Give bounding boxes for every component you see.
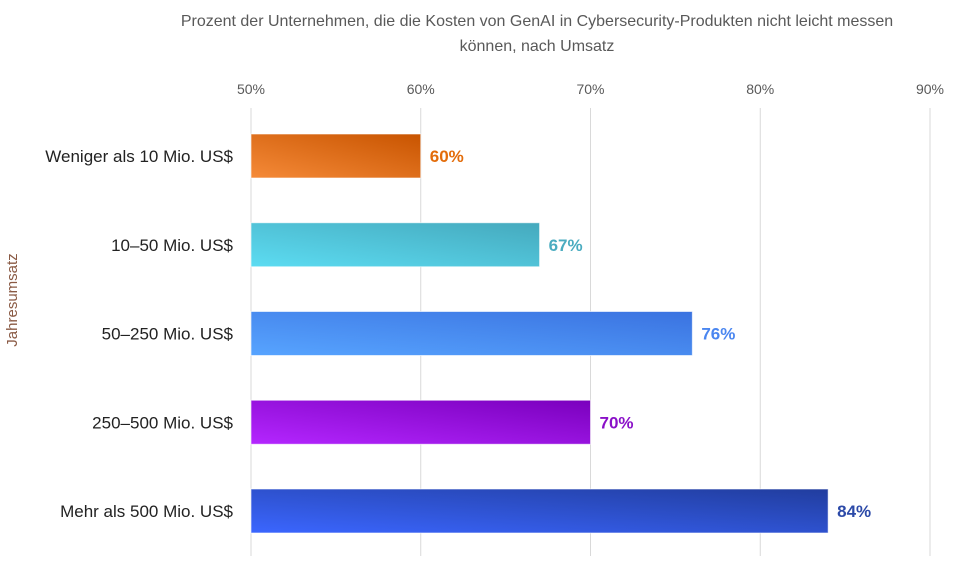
chart-title-line-2: können, nach Umsatz (460, 38, 615, 55)
bar (250, 488, 829, 534)
category-label: 250–500 Mio. US$ (92, 413, 233, 432)
x-tick-label: 90% (916, 81, 944, 97)
data-label: 84% (837, 502, 871, 521)
category-label: Mehr als 500 Mio. US$ (60, 502, 233, 521)
x-tick-label: 60% (407, 81, 435, 97)
bar (250, 222, 541, 268)
x-tick-label: 70% (576, 81, 604, 97)
chart-title-line-1: Prozent der Unternehmen, die die Kosten … (181, 13, 893, 30)
bar (250, 311, 693, 356)
y-axis-label: Jahresumsatz (4, 253, 21, 346)
x-tick-label: 50% (237, 81, 265, 97)
bar (250, 399, 591, 445)
x-tick-label: 80% (746, 81, 774, 97)
data-label: 60% (430, 147, 464, 166)
data-label: 70% (600, 413, 634, 432)
category-label: 50–250 Mio. US$ (102, 325, 234, 344)
data-label: 76% (701, 325, 735, 344)
category-label: Weniger als 10 Mio. US$ (45, 147, 233, 166)
category-label: 10–50 Mio. US$ (111, 236, 233, 255)
data-label: 67% (549, 236, 583, 255)
bar (250, 133, 422, 179)
